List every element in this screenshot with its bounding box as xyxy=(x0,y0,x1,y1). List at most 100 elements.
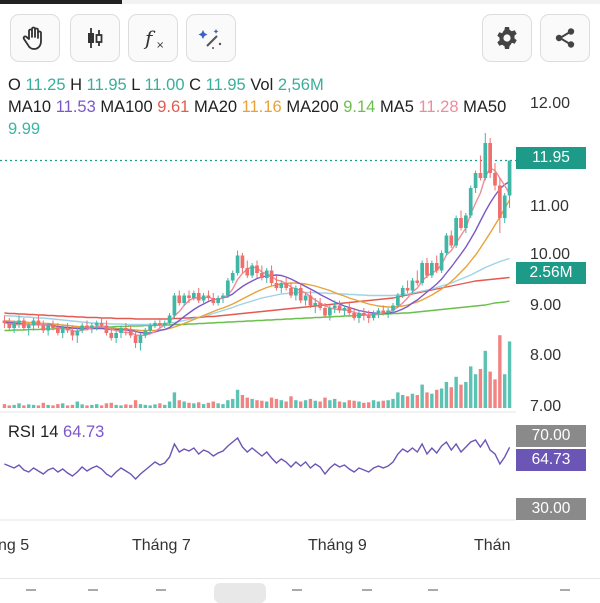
candle-body xyxy=(172,295,177,316)
candle-body xyxy=(22,320,26,328)
volume-bar xyxy=(138,404,143,408)
candle-body xyxy=(56,328,60,333)
hand-icon xyxy=(22,26,42,50)
volume-bar xyxy=(80,404,84,408)
x-axis-label: Tháng 9 xyxy=(308,537,367,554)
candle-body xyxy=(405,288,410,291)
candle-body xyxy=(75,330,80,336)
candle-body xyxy=(36,320,41,326)
settings-button[interactable] xyxy=(482,14,532,62)
candle-body xyxy=(245,268,250,276)
candle-body xyxy=(332,305,337,308)
candle-body xyxy=(464,215,468,228)
candle-body xyxy=(400,288,405,296)
candle-body xyxy=(7,323,12,328)
volume-bar xyxy=(318,401,322,408)
volume-bar xyxy=(109,402,113,408)
timeframe-option[interactable] xyxy=(362,589,372,591)
candle-body xyxy=(410,280,415,291)
volume-bar xyxy=(7,405,11,408)
candle-body xyxy=(430,263,434,276)
ma-legend: MA10 11.53 MA100 9.61 MA20 11.16 MA200 9… xyxy=(8,98,506,117)
timeframe-option[interactable] xyxy=(88,589,98,591)
candle-body xyxy=(235,255,240,273)
candle-body xyxy=(80,325,84,331)
candle-body xyxy=(187,295,191,298)
candle-body xyxy=(347,308,352,313)
volume-bar xyxy=(415,395,419,408)
close-value: 11.95 xyxy=(205,76,246,94)
volume-bar xyxy=(143,404,147,408)
candle-body xyxy=(51,325,55,328)
candle-body xyxy=(260,273,264,278)
volume-bar xyxy=(473,374,478,408)
volume-bar xyxy=(464,382,468,408)
timeframe-selected[interactable] xyxy=(214,583,266,603)
x-axis-label: ng 5 xyxy=(0,537,30,554)
ma100-label: MA100 xyxy=(100,98,153,116)
volume-bar xyxy=(498,335,502,408)
candle-body xyxy=(313,303,318,306)
volume-bar xyxy=(260,400,264,408)
candle-body xyxy=(211,298,216,303)
volume-bar xyxy=(362,402,366,408)
volume-bar xyxy=(27,404,31,408)
volume-bar xyxy=(22,405,26,408)
candle-body xyxy=(294,288,298,296)
candlestick-tool-button[interactable] xyxy=(70,14,120,62)
volume-bar xyxy=(323,397,327,408)
timeframe-bar[interactable] xyxy=(0,578,600,603)
volume-bar xyxy=(493,379,497,408)
share-button[interactable] xyxy=(540,14,590,62)
timeframe-option[interactable] xyxy=(26,589,36,591)
candle-body xyxy=(255,265,259,273)
volume-bar xyxy=(231,398,235,408)
volume-bar xyxy=(51,405,55,408)
volume-bar xyxy=(459,384,463,408)
candle-body xyxy=(439,253,444,271)
candle-body xyxy=(143,330,148,336)
volume-bar xyxy=(488,371,492,408)
candle-body xyxy=(221,295,225,298)
candle-body xyxy=(425,263,429,276)
hand-tool-button[interactable] xyxy=(10,14,60,62)
candle-body xyxy=(308,295,313,306)
volume-bar xyxy=(85,405,89,408)
active-tab-indicator xyxy=(0,0,122,4)
volume-bar xyxy=(396,392,400,408)
volume-bar xyxy=(235,389,240,408)
candle-body xyxy=(264,270,269,278)
volume-bar xyxy=(294,400,298,408)
drawing-tools-button[interactable] xyxy=(186,14,236,62)
volume-bar xyxy=(444,382,449,408)
ma200-label: MA200 xyxy=(286,98,339,116)
volume-bar xyxy=(391,398,395,408)
volume-bar xyxy=(386,400,390,408)
candle-body xyxy=(444,235,449,253)
candle-body xyxy=(104,325,109,333)
volume-bar xyxy=(279,400,283,408)
timeframe-option[interactable] xyxy=(560,589,570,591)
volume-bar xyxy=(454,376,458,408)
candle-body xyxy=(158,323,162,326)
candle-body xyxy=(366,315,371,318)
timeframe-option[interactable] xyxy=(156,589,166,591)
candle-body xyxy=(473,173,478,188)
timeframe-option[interactable] xyxy=(292,589,302,591)
price-axis-tick: 8.00 xyxy=(530,347,562,364)
volume-bar xyxy=(469,366,473,408)
ma200-value: 9.14 xyxy=(343,98,376,116)
volume-value: 2,56M xyxy=(277,76,324,94)
volume-bar xyxy=(56,404,60,408)
candle-body xyxy=(323,308,327,316)
volume-bar xyxy=(250,398,254,408)
candle-body xyxy=(85,325,89,328)
volume-bar xyxy=(274,398,279,408)
volume-bar xyxy=(439,388,444,408)
candle-body xyxy=(46,325,50,331)
indicator-function-button[interactable]: f × xyxy=(128,14,178,62)
ma200-line xyxy=(4,300,510,332)
timeframe-option[interactable] xyxy=(428,589,438,591)
volume-bar xyxy=(299,401,303,408)
